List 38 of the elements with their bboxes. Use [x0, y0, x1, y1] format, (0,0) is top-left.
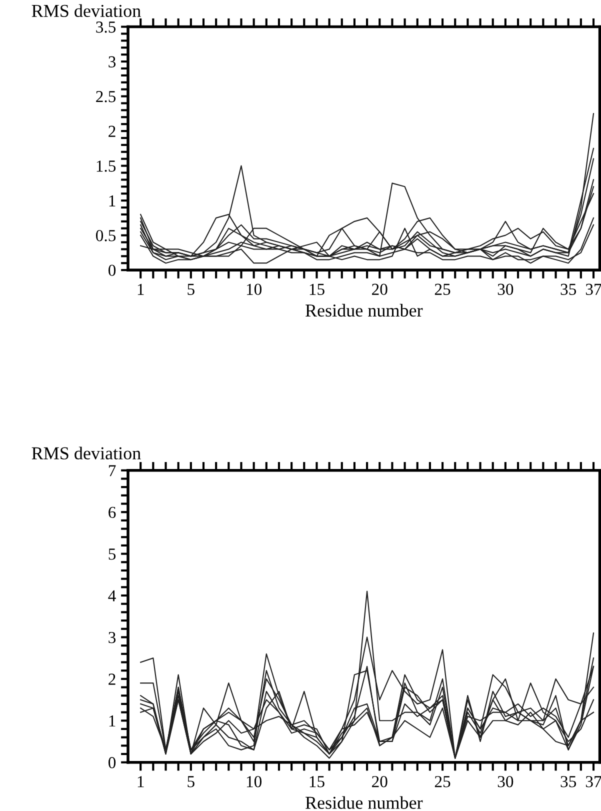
y-axis-title: RMS deviation — [32, 4, 141, 18]
y-tick-label: 3.5 — [96, 22, 116, 33]
y-tick-label: 4 — [108, 590, 116, 602]
x-tick-label: 15 — [310, 284, 324, 295]
x-tick-label: 20 — [372, 284, 388, 295]
x-tick-label: 1 — [138, 284, 144, 295]
x-tick-label: 10 — [246, 776, 262, 788]
x-tick-label: 5 — [188, 284, 194, 295]
x-tick-label: 25 — [434, 776, 450, 788]
x-tick-label: 35 — [560, 284, 576, 295]
y-tick-label: 5 — [108, 548, 116, 560]
y-tick-label: 1 — [109, 715, 116, 726]
y-tick-label: 2 — [108, 126, 116, 137]
y-tick-label: 2.5 — [96, 91, 116, 102]
x-tick-label: 5 — [188, 776, 194, 788]
y-tick-label: 1 — [109, 195, 116, 206]
y-tick-label: 0 — [108, 757, 116, 768]
x-tick-label: 15 — [310, 776, 324, 788]
y-tick-label: 3 — [108, 56, 116, 68]
y-axis-title: RMS deviation — [32, 446, 141, 460]
x-tick-label: 1 — [138, 776, 144, 788]
x-tick-label: 35 — [560, 776, 576, 788]
y-tick-label: 3 — [108, 632, 116, 644]
y-tick-label: 0.5 — [96, 230, 116, 242]
y-tick-label: 0 — [108, 264, 116, 276]
y-tick-label: 2 — [108, 674, 116, 685]
x-tick-label: 10 — [246, 284, 262, 295]
x-tick-label: 30 — [498, 776, 514, 788]
y-tick-label: 1.5 — [96, 160, 116, 172]
x-tick-label: 37 — [586, 284, 601, 295]
x-tick-label: 30 — [498, 284, 514, 295]
x-axis-title: Residue number — [306, 796, 423, 809]
y-tick-label: 7 — [108, 465, 116, 476]
y-tick-label: 6 — [108, 506, 116, 518]
x-tick-label: 25 — [434, 284, 450, 295]
x-tick-label: 20 — [372, 776, 388, 788]
x-tick-label: 37 — [586, 776, 601, 788]
x-axis-title: Residue number — [306, 304, 423, 317]
